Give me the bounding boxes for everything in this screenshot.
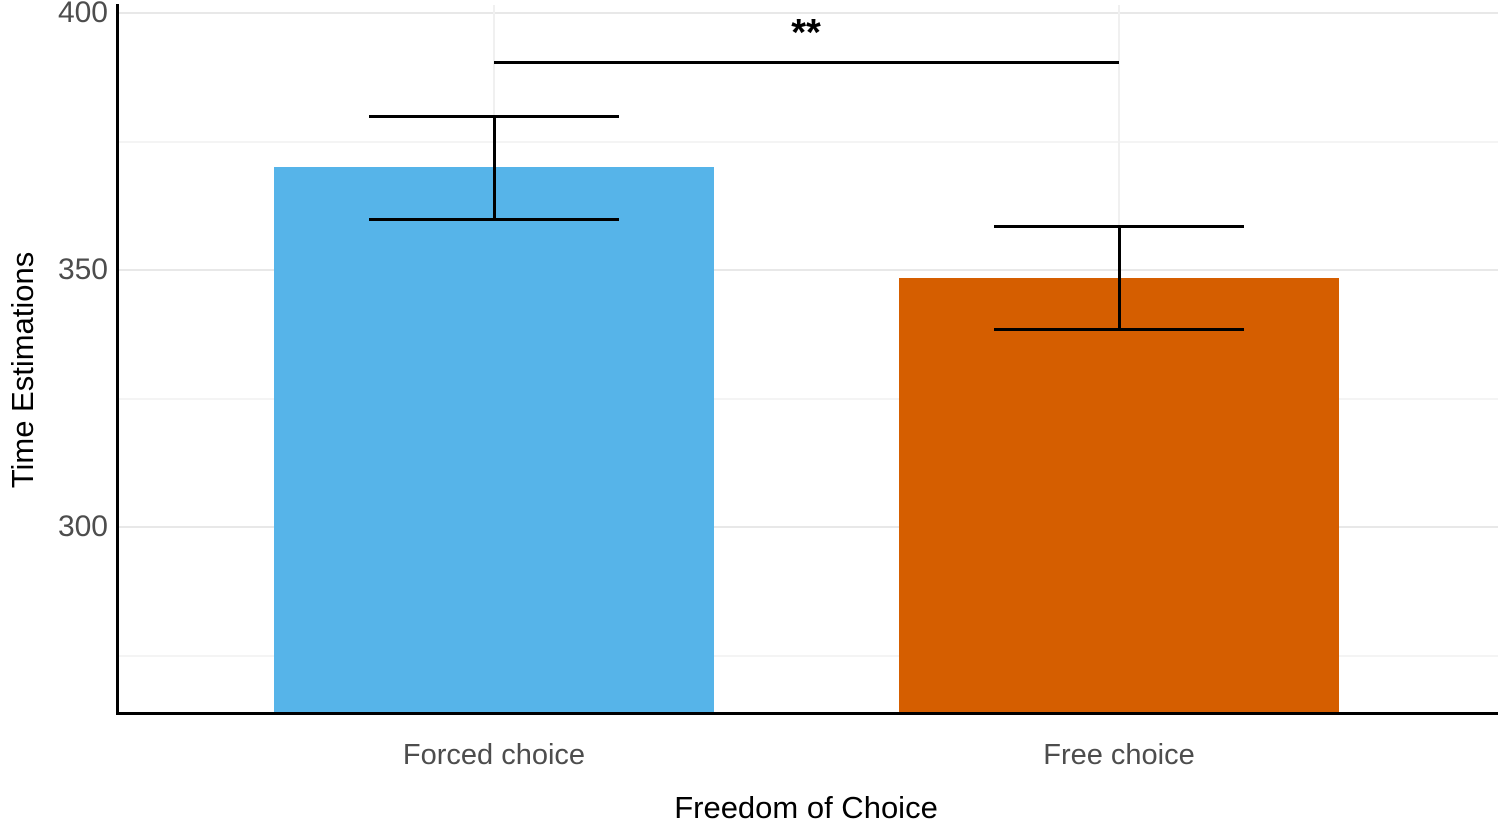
significance-label: ** [791,12,821,54]
x-tick-label: Forced choice [402,739,586,771]
major-gridline [118,269,1498,271]
y-axis-title: Time Estimations [5,251,40,489]
errorbar-cap-bottom [369,217,619,221]
y-tick-label: 350 [57,253,108,286]
errorbar-cap-top [994,225,1244,229]
minor-gridline [118,397,1498,400]
errorbar-line [1117,226,1121,330]
major-gridline [118,12,1498,14]
minor-gridline [118,654,1498,657]
minor-gridline [118,140,1498,143]
x-axis-line [116,712,1498,715]
x-tick-label: Free choice [1043,739,1195,771]
major-gridline [118,526,1498,528]
errorbar-line [492,115,496,219]
errorbar-cap-bottom [994,328,1244,332]
y-tick-label: 300 [57,510,108,543]
errorbar-cap-top [369,114,619,118]
significance-line [494,61,1119,64]
bar-free-choice [899,277,1339,712]
bar-forced-choice [274,167,714,712]
y-axis-line [116,4,119,715]
y-tick-label: 400 [57,0,108,29]
x-axis-title: Freedom of Choice [674,790,938,825]
